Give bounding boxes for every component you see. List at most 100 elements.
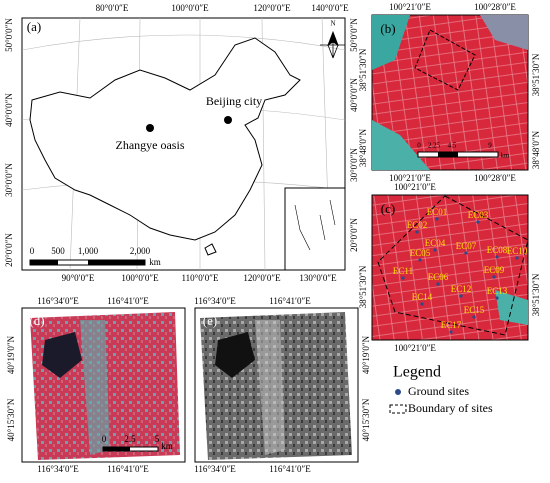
site-label: EC08 [487, 245, 508, 255]
site-label: EC09 [484, 265, 505, 275]
lat-label: 20°0′0″N [4, 233, 14, 267]
lat-label: 38°51′30″N [358, 48, 368, 91]
lon-label: 116°41′0″E [107, 464, 149, 474]
lat-label: 38°51′30″N [358, 265, 368, 308]
lon-label: 116°34′0″E [37, 296, 79, 306]
lat-label: 50°0′0″N [4, 18, 14, 52]
panel-label: (c) [381, 201, 395, 216]
panel-c [371, 194, 529, 341]
panel-label: (e) [203, 313, 217, 328]
site-label: EC17 [441, 320, 462, 330]
lon-label: 140°0′0″E [311, 3, 349, 13]
lon-label: 90°0′0″E [62, 273, 95, 283]
site-label: EC11 [393, 266, 413, 276]
reservoir [42, 332, 82, 378]
lat-label: 40°19′0″N [361, 335, 371, 374]
scale-label: 2.5 [124, 434, 136, 444]
lon-label: 130°0′0″E [299, 273, 337, 283]
site-label: EC01 [427, 207, 448, 217]
scale-label: 0 [30, 246, 35, 256]
ground-site [433, 248, 437, 252]
scale-label: 9 [488, 142, 492, 150]
ground-site [435, 217, 439, 221]
lon-label: 120°0′0″E [243, 273, 281, 283]
panel-label: (b) [380, 21, 395, 36]
scale-bar-segment [103, 447, 130, 451]
site-label: EC12 [451, 284, 472, 294]
scale-label: 5 [155, 434, 160, 444]
zhangye-point [146, 124, 154, 132]
scale-bar-segment [438, 152, 458, 157]
panel-d [21, 307, 186, 463]
ground-site [472, 315, 476, 319]
site-label: EC04 [425, 238, 446, 248]
scale-label: 0 [102, 434, 107, 444]
site-label: EC06 [428, 272, 449, 282]
ground-site [436, 282, 440, 286]
ground-site [420, 302, 424, 306]
lon-label: 100°0′0″E [171, 3, 209, 13]
site-label: EC14 [412, 292, 433, 302]
panel-label: (a) [27, 19, 41, 34]
urban-area [80, 320, 110, 455]
desert-area [372, 15, 410, 70]
lat-label: 38°51′30″N [531, 53, 541, 96]
lat-label: 40°19′0″N [6, 335, 16, 374]
scale-label: 2,000 [130, 246, 151, 256]
ground-site [464, 251, 468, 255]
lat-label: 38°51′30″N [531, 273, 541, 316]
north-label: N [330, 20, 335, 28]
legend-title: Legend [393, 364, 441, 381]
scale-bar-segment [88, 260, 145, 265]
scale-label: 2.25 [428, 142, 441, 150]
site-label: EC10 [507, 246, 528, 256]
reservoir [215, 332, 255, 378]
site-label: EC13 [487, 286, 508, 296]
ground-site [476, 220, 480, 224]
lat-label: 40°15′30″N [6, 398, 16, 441]
scale-label: 0 [417, 142, 421, 150]
legend-item: Ground sites [408, 384, 469, 398]
lon-label: 110°0′0″E [182, 273, 219, 283]
lat-label: 40°0′0″N [4, 93, 14, 127]
gobi-area [480, 15, 528, 50]
beijing-point [224, 116, 232, 124]
place-label: Zhangye oasis [116, 138, 185, 152]
lat-label: 30°0′0″N [4, 163, 14, 197]
panel-label: (d) [29, 313, 44, 328]
site-label: EC02 [407, 220, 428, 230]
lat-label: 40°15′30″N [361, 398, 371, 441]
lat-label: 30°0′0″N [349, 148, 359, 182]
urban-area [255, 320, 285, 455]
ground-site [515, 256, 519, 260]
lat-label: 38°48′0″N [531, 130, 541, 169]
island [204, 243, 217, 256]
lon-label: 116°34′0″E [37, 464, 79, 474]
lon-label: 100°0′0″E [121, 273, 159, 283]
north-arrow [320, 30, 345, 59]
country-outline [29, 37, 301, 241]
legend-item: Boundary of sites [408, 401, 493, 415]
ground-site [449, 330, 453, 334]
legend-marker [389, 404, 407, 414]
lon-label: 116°41′0″E [107, 296, 149, 306]
site-label: EC03 [468, 210, 489, 220]
ground-site [492, 275, 496, 279]
site-boundary [377, 195, 529, 336]
lat-label: 20°0′0″N [349, 218, 359, 252]
ground-site [459, 294, 463, 298]
inset [284, 187, 346, 271]
scale-label: km [501, 152, 511, 160]
ground-site [495, 255, 499, 259]
lon-label: 120°0′0″E [253, 3, 291, 13]
lon-label: 100°21′0″E [394, 182, 436, 192]
inset-islands [294, 199, 336, 251]
scale-label: 4.5 [448, 142, 457, 150]
panel-b [371, 14, 529, 171]
scale-label: km [161, 441, 173, 451]
desert-area [372, 120, 430, 170]
site-boundary [414, 29, 476, 91]
lon-label: 100°21′0″E [394, 343, 436, 353]
place-label: Beijing city [206, 94, 262, 108]
